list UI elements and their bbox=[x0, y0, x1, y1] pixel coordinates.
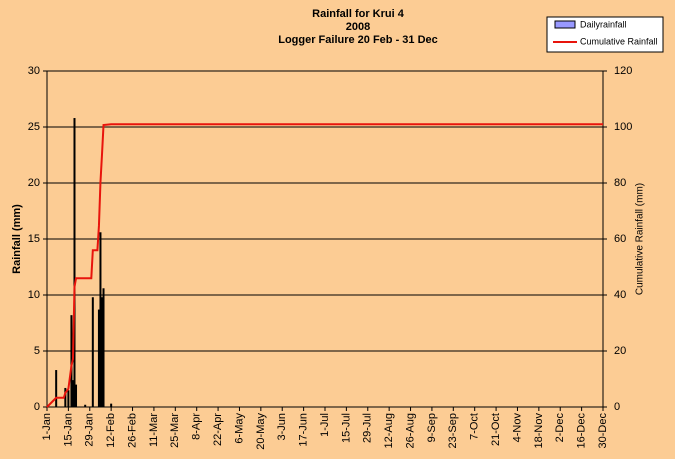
legend-label: Dailyrainfall bbox=[580, 19, 627, 29]
x-tick-label: 4-Nov bbox=[511, 413, 523, 443]
x-tick-label: 2-Dec bbox=[554, 413, 566, 443]
bar bbox=[91, 297, 94, 407]
bar bbox=[84, 404, 87, 407]
x-tick-label: 3-Jun bbox=[276, 413, 288, 441]
bar bbox=[71, 380, 74, 407]
bar bbox=[67, 390, 70, 407]
x-tick-label: 26-Feb bbox=[126, 413, 138, 448]
x-tick-label: 21-Oct bbox=[490, 413, 502, 446]
x-tick-label: 20-May bbox=[255, 413, 267, 450]
x-tick-label: 12-Aug bbox=[383, 413, 395, 448]
bar bbox=[97, 309, 100, 407]
y-tick-label: 25 bbox=[28, 121, 40, 133]
x-tick-label: 6-May bbox=[233, 413, 245, 444]
x-tick-label: 22-Apr bbox=[212, 413, 224, 446]
bar bbox=[99, 232, 102, 407]
x-tick-label: 1-Jan bbox=[41, 413, 53, 441]
y-tick-label: 0 bbox=[34, 401, 40, 413]
x-tick-label: 17-Jun bbox=[298, 413, 310, 447]
x-tick-label: 8-Apr bbox=[191, 413, 203, 440]
x-tick-label: 15-Jul bbox=[340, 413, 352, 443]
y2-tick-label: 40 bbox=[614, 289, 626, 301]
x-tick-label: 11-Mar bbox=[148, 413, 160, 447]
y2-axis-title: Cumulative Rainfall (mm) bbox=[635, 183, 646, 295]
bar bbox=[64, 387, 67, 407]
y2-tick-label: 80 bbox=[614, 177, 626, 189]
x-tick-label: 18-Nov bbox=[533, 413, 545, 449]
bar bbox=[70, 315, 73, 407]
y-tick-label: 5 bbox=[34, 345, 40, 357]
bar bbox=[55, 370, 58, 407]
y2-tick-label: 60 bbox=[614, 233, 626, 245]
x-tick-label: 16-Dec bbox=[576, 413, 588, 449]
bar bbox=[73, 118, 76, 407]
y2-tick-label: 20 bbox=[614, 345, 626, 357]
chart-note: Logger Failure 20 Feb - 31 Dec bbox=[278, 34, 438, 46]
bar bbox=[100, 297, 103, 407]
y2-tick-label: 100 bbox=[614, 121, 632, 133]
y-tick-label: 15 bbox=[28, 233, 40, 245]
x-tick-label: 26-Aug bbox=[404, 413, 416, 448]
x-tick-label: 15-Jan bbox=[62, 413, 74, 447]
bar bbox=[110, 403, 113, 407]
x-tick-label: 12-Feb bbox=[105, 413, 117, 448]
bar bbox=[75, 384, 78, 407]
legend-label: Cumulative Rainfall bbox=[580, 36, 658, 46]
y2-tick-label: 120 bbox=[614, 65, 632, 77]
y2-tick-label: 0 bbox=[614, 401, 620, 413]
x-tick-label: 25-Mar bbox=[169, 413, 181, 448]
legend-swatch bbox=[554, 20, 576, 29]
y-tick-label: 30 bbox=[28, 65, 40, 77]
y-axis-title: Rainfall (mm) bbox=[11, 204, 23, 274]
line bbox=[46, 123, 603, 408]
x-tick-label: 7-Oct bbox=[469, 413, 481, 440]
x-tick-label: 30-Dec bbox=[597, 413, 609, 449]
chart-subtitle: 2008 bbox=[346, 21, 370, 33]
x-tick-label: 1-Jul bbox=[319, 413, 331, 437]
bar bbox=[102, 288, 105, 407]
x-tick-label: 9-Sep bbox=[426, 413, 438, 442]
chart-title: Rainfall for Krui 4 bbox=[312, 8, 405, 20]
x-tick-label: 29-Jul bbox=[362, 413, 374, 443]
y-tick-label: 10 bbox=[28, 289, 40, 301]
y-tick-label: 20 bbox=[28, 177, 40, 189]
x-tick-label: 29-Jan bbox=[84, 413, 96, 447]
x-tick-label: 23-Sep bbox=[447, 413, 459, 448]
